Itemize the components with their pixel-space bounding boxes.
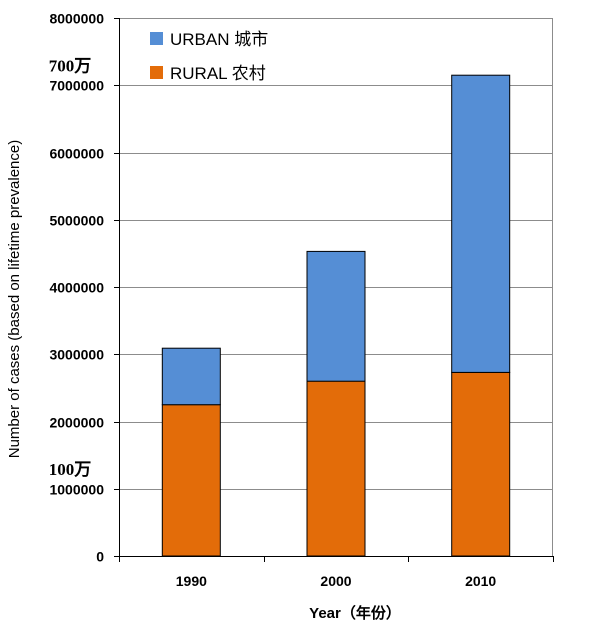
axes: [114, 18, 554, 562]
y-tick-label: 7000000: [49, 78, 104, 94]
legend-label: RURAL 农村: [170, 64, 266, 83]
y-axis-label: Number of cases (based on lifetime preva…: [6, 140, 23, 459]
legend-label: URBAN 城市: [170, 30, 268, 49]
bars: [161, 74, 511, 557]
y-tick-label: 2000000: [49, 415, 104, 431]
annotation-label: 100万: [49, 460, 92, 479]
y-tick-label: 6000000: [49, 146, 104, 162]
bar-rural-1990: [161, 404, 221, 557]
y-tick-label: 3000000: [49, 347, 104, 363]
x-tick-label: 2010: [465, 573, 496, 589]
annotations: 700万 100万: [49, 56, 92, 479]
y-tick-labels: 0 1000000 2000000 3000000 4000000 5000000 6000…: [49, 11, 104, 565]
y-tick-label: 1000000: [49, 482, 104, 498]
bar-rural-2010: [451, 371, 511, 557]
legend-swatch: [150, 66, 163, 79]
y-tick-label: 0: [96, 549, 104, 565]
x-tick-label: 2000: [320, 573, 351, 589]
y-tick-label: 4000000: [49, 280, 104, 296]
bar-urban-2000: [306, 250, 366, 382]
bar-urban-1990: [161, 347, 221, 406]
bar-rural-2000: [306, 380, 366, 557]
bar-urban-2010: [451, 74, 511, 373]
x-axis-label: Year（年份）: [309, 604, 401, 622]
x-tick-label: 1990: [176, 573, 207, 589]
legend-swatch: [150, 32, 163, 45]
x-tick-labels: 1990 2000 2010: [176, 573, 497, 589]
annotation-label: 700万: [49, 56, 92, 75]
legend: URBAN 城市 RURAL 农村: [150, 30, 268, 83]
y-tick-label: 8000000: [49, 11, 104, 27]
y-tick-label: 5000000: [49, 213, 104, 229]
